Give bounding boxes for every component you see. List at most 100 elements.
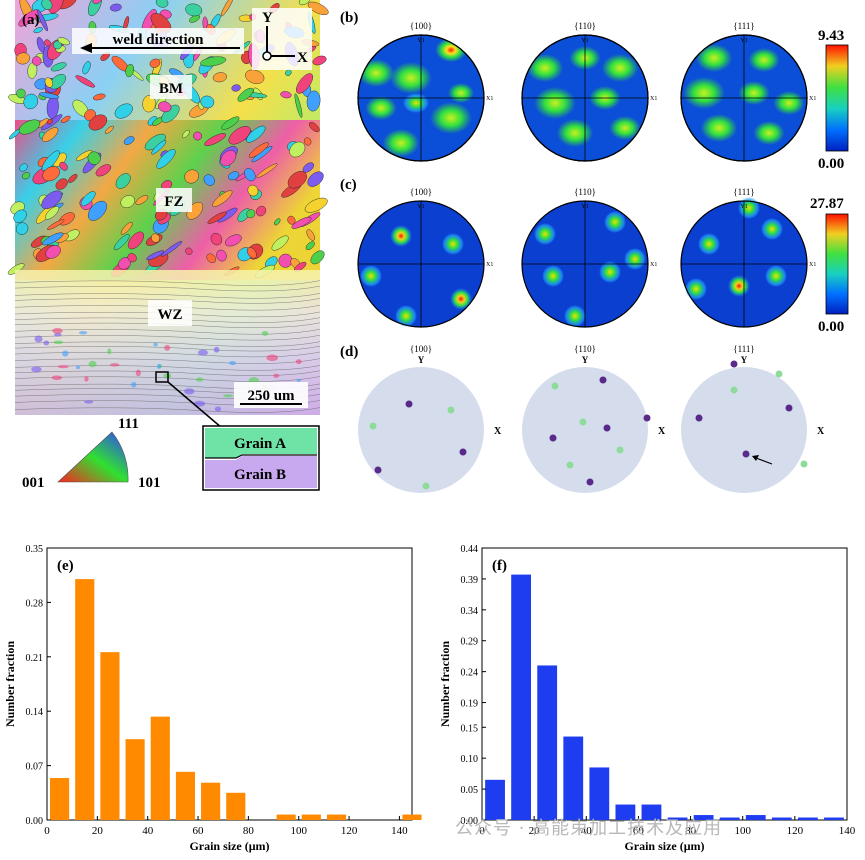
pole-axis-y: Y — [418, 355, 425, 365]
colorbar-b — [825, 44, 849, 152]
ipf-legend: 111 001 101 — [22, 416, 161, 491]
y-tick-label: 0.00 — [461, 816, 479, 827]
pole-title: {111} — [733, 21, 754, 31]
grain-b-dot — [405, 400, 413, 408]
x-tick-label: 100 — [734, 825, 751, 837]
pole-figure-c-2: {110} Y1 X1 — [521, 187, 657, 328]
histogram-bar — [326, 814, 347, 820]
pole-axis-x-small: X1 — [809, 96, 816, 102]
y-tick-label: 0.10 — [461, 754, 479, 765]
grain-a-dot — [579, 418, 587, 426]
panel-label: (f) — [492, 558, 507, 574]
origin-icon — [262, 51, 272, 61]
ipf-001-label: 001 — [22, 475, 45, 491]
grain-a-label: Grain A — [234, 436, 286, 452]
pole-title: {110} — [574, 344, 596, 354]
pole-title: {111} — [733, 344, 754, 354]
grain-b-dot — [586, 478, 594, 486]
histogram-bar — [50, 778, 70, 820]
pole-title: {100} — [410, 187, 432, 197]
colorbar-b-min: 0.00 — [818, 156, 844, 172]
x-tick-label: 140 — [839, 825, 856, 837]
pole-axis-y-small: Y1 — [740, 204, 747, 210]
panel-a: (a) weld direction Y X BM FZ WZ 250 um G… — [7, 0, 329, 491]
weld-direction-label: weld direction — [113, 32, 205, 48]
ipf-111-label: 111 — [118, 416, 139, 432]
pole-figure-d-2: {110}Y X — [522, 344, 666, 493]
histogram-bar — [125, 739, 145, 820]
panel-a-label: (a) — [22, 12, 40, 28]
x-tick-label: 120 — [341, 825, 358, 837]
y-axis-label: Number fraction — [3, 641, 17, 727]
colorbar-c — [825, 213, 849, 315]
grain-a-dot — [616, 446, 624, 454]
y-tick-label: 0.14 — [26, 707, 44, 718]
grain-b-label: Grain B — [234, 467, 286, 483]
histogram-bar — [693, 815, 714, 820]
histogram-bar — [175, 771, 196, 820]
y-tick-label: 0.05 — [461, 785, 479, 796]
x-tick-label: 80 — [243, 825, 255, 837]
x-tick-label: 20 — [529, 825, 541, 837]
grain-b-dot — [549, 434, 557, 442]
grain-b-dot — [603, 424, 611, 432]
y-tick-label: 0.35 — [26, 544, 44, 555]
y-tick-label: 0.21 — [26, 653, 44, 664]
pole-axis-y-small: Y1 — [740, 38, 747, 44]
pole-title: {110} — [574, 187, 596, 197]
x-tick-label: 120 — [787, 825, 804, 837]
pole-figure-b-1: {100} Y1 X1 — [357, 21, 493, 162]
panel-c-label: (c) — [340, 177, 357, 193]
grain-inset: Grain A Grain B — [202, 425, 320, 491]
histogram-bar — [201, 782, 221, 820]
pole-title: {100} — [410, 21, 432, 31]
pole-figure-c-3: {111} Y1 X1 — [680, 187, 816, 328]
x-axis-label: Grain size (μm) — [189, 839, 269, 853]
pole-title: {111} — [733, 187, 754, 197]
y-tick-label: 0.34 — [461, 606, 479, 617]
histogram-bar — [824, 817, 844, 820]
pole-axis-x: X — [658, 426, 666, 437]
y-tick-label: 0.44 — [461, 544, 479, 555]
grain-b-dot — [643, 414, 651, 422]
histogram-bar — [641, 804, 662, 820]
x-tick-label: 80 — [685, 825, 697, 837]
grain-a-dot — [422, 482, 430, 490]
pole-axis-y: Y — [582, 355, 589, 365]
inset-marker — [155, 371, 169, 383]
zone-fz-label: FZ — [164, 194, 183, 210]
y-tick-label: 0.07 — [26, 762, 44, 773]
histogram-bar — [276, 814, 296, 820]
pole-axis-x-small: X1 — [650, 96, 657, 102]
pole-axis-x: X — [494, 426, 502, 437]
histogram-bar — [537, 665, 558, 820]
pole-figure-b-2: {110} Y1 X1 — [521, 21, 657, 162]
histogram-bar — [100, 652, 120, 820]
panel-label: (e) — [57, 558, 74, 574]
x-tick-label: 100 — [290, 825, 307, 837]
pole-title: {110} — [574, 21, 596, 31]
grain-b-dot — [374, 466, 382, 474]
grain-b-dot — [730, 360, 738, 368]
pole-axis-x-small: X1 — [486, 262, 493, 268]
histogram-bar — [511, 574, 532, 820]
plot-frame — [481, 547, 848, 821]
grain-b-dot — [742, 450, 750, 458]
x-tick-label: 140 — [391, 825, 408, 837]
pole-figure-d-1: {100}Y X — [358, 344, 502, 493]
grain-a-dot — [369, 422, 377, 430]
y-tick-label: 0.29 — [461, 637, 479, 648]
panel-d-label: (d) — [340, 344, 358, 360]
histogram-bar — [745, 815, 766, 820]
x-tick-label: 60 — [633, 825, 645, 837]
histogram-bar — [797, 817, 818, 820]
grain-a-dot — [775, 370, 783, 378]
grain-a-dot — [566, 461, 574, 469]
arrow-icon — [752, 455, 759, 461]
histogram-f: 0 20 40 60 80 100 120 140 0.00 0.05 0.10 0.15 0.19 0.… — [438, 544, 856, 853]
histogram-bar — [485, 779, 505, 820]
grain-b-dot — [599, 376, 607, 384]
grain-a-dot — [800, 460, 808, 468]
y-tick-label: 0.19 — [461, 699, 479, 710]
histogram-bar — [75, 579, 95, 820]
